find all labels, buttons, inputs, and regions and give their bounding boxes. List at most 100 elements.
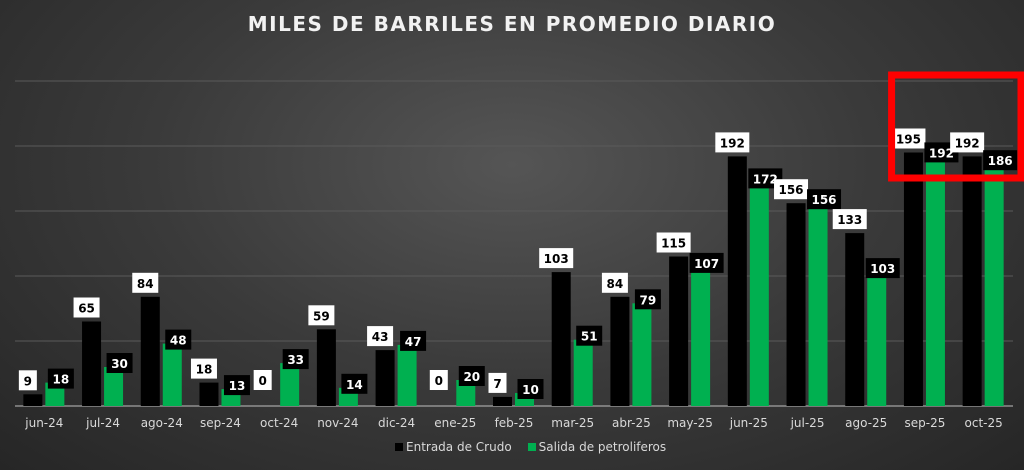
bar-petroliferos (280, 363, 300, 406)
data-label-box (983, 150, 1018, 171)
x-tick-label: ago-25 (845, 416, 887, 430)
data-label-box (634, 289, 661, 310)
data-label: 186 (988, 154, 1013, 168)
bar-crudo (669, 256, 689, 406)
data-label-box (132, 272, 159, 293)
bar-crudo (551, 272, 571, 406)
data-label-box (656, 232, 691, 253)
data-label-box (924, 142, 959, 163)
legend-label-crudo: Entrada de Crudo (406, 440, 512, 454)
data-label: 156 (811, 193, 836, 207)
x-tick-label: dic-24 (378, 416, 415, 430)
data-label-box (689, 252, 724, 273)
data-label: 195 (896, 133, 921, 147)
data-label: 79 (640, 293, 657, 307)
bar-petroliferos (691, 266, 711, 406)
bar-crudo (140, 296, 160, 406)
data-label-box (282, 349, 309, 370)
bar-crudo (316, 329, 336, 406)
data-label: 18 (53, 373, 70, 387)
x-tick-label: jul-25 (790, 416, 825, 430)
bar-petroliferos (397, 344, 417, 406)
data-label: 192 (720, 136, 745, 150)
data-label-box (367, 326, 394, 347)
x-tick-label: jun-25 (729, 416, 768, 430)
data-label: 30 (111, 357, 128, 371)
x-tick-label: abr-25 (612, 416, 651, 430)
legend-item-crudo: Entrada de Crudo (395, 440, 512, 454)
data-label: 133 (837, 213, 862, 227)
highlight-box (888, 71, 1024, 182)
chart-title: MILES DE BARRILES EN PROMEDIO DIARIO (247, 12, 777, 36)
legend: Entrada de Crudo Salida de petroliferos (395, 440, 666, 454)
data-label-box (308, 305, 335, 326)
data-label-box (47, 368, 74, 389)
data-label-box (748, 168, 783, 189)
bar-petroliferos (456, 380, 476, 406)
legend-swatch-petroliferos (527, 443, 536, 451)
bar-crudo (845, 233, 865, 406)
data-label: 172 (753, 172, 778, 186)
data-label: 65 (78, 302, 95, 316)
bar-petroliferos (984, 164, 1004, 406)
data-label-box (429, 370, 448, 390)
data-label: 33 (287, 353, 304, 367)
data-label: 103 (544, 252, 569, 266)
data-label: 7 (493, 377, 501, 391)
data-label: 18 (196, 363, 213, 377)
data-label: 20 (463, 370, 480, 384)
data-label: 10 (522, 383, 539, 397)
data-label-box (488, 372, 507, 393)
data-label: 51 (581, 330, 598, 344)
data-label: 43 (372, 330, 389, 344)
data-label: 0 (435, 374, 443, 388)
legend-item-petroliferos: Salida de petroliferos (527, 440, 667, 454)
data-label-box (223, 375, 250, 396)
bar-crudo (903, 152, 923, 406)
data-label: 192 (929, 146, 954, 160)
bar-petroliferos (925, 156, 945, 406)
data-label: 48 (170, 334, 187, 348)
bar-crudo (23, 394, 43, 406)
data-label-box (807, 189, 842, 210)
data-label-box (190, 358, 217, 379)
data-label: 0 (258, 374, 266, 388)
data-label-box (165, 329, 192, 350)
data-label: 115 (661, 237, 686, 251)
x-tick-label: feb-25 (495, 416, 534, 430)
bar-crudo (610, 296, 630, 406)
bar-crudo (199, 382, 219, 406)
bar-crudo (375, 350, 395, 406)
data-label: 156 (778, 183, 803, 197)
x-tick-label: oct-24 (260, 416, 298, 430)
data-label: 47 (405, 335, 422, 349)
data-label-box (73, 297, 100, 318)
bar-crudo (82, 321, 102, 406)
data-label: 192 (955, 136, 980, 150)
data-label-box (950, 132, 985, 153)
data-label: 84 (137, 277, 154, 291)
bar-crudo (786, 203, 806, 406)
data-label-box (601, 272, 628, 293)
data-label-box (400, 330, 427, 351)
data-label-box (715, 132, 750, 153)
bar-petroliferos (867, 272, 887, 406)
x-tick-label: may-25 (667, 416, 713, 430)
x-tick-label: oct-25 (965, 416, 1003, 430)
x-tick-label: nov-24 (317, 416, 358, 430)
x-tick-label: mar-25 (551, 416, 594, 430)
data-label-box (774, 179, 809, 200)
data-label-box (832, 209, 867, 230)
data-label: 103 (870, 262, 895, 276)
x-tick-label: ago-24 (141, 416, 183, 430)
data-label: 14 (346, 378, 363, 392)
x-tick-label: sep-25 (905, 416, 946, 430)
x-tick-label: sep-24 (200, 416, 241, 430)
data-label: 107 (694, 257, 719, 271)
data-label-box (576, 325, 603, 346)
data-label: 59 (313, 309, 330, 323)
legend-label-petroliferos: Salida de petroliferos (538, 440, 667, 454)
data-label: 13 (229, 379, 246, 393)
x-tick-label: jun-24 (24, 416, 63, 430)
